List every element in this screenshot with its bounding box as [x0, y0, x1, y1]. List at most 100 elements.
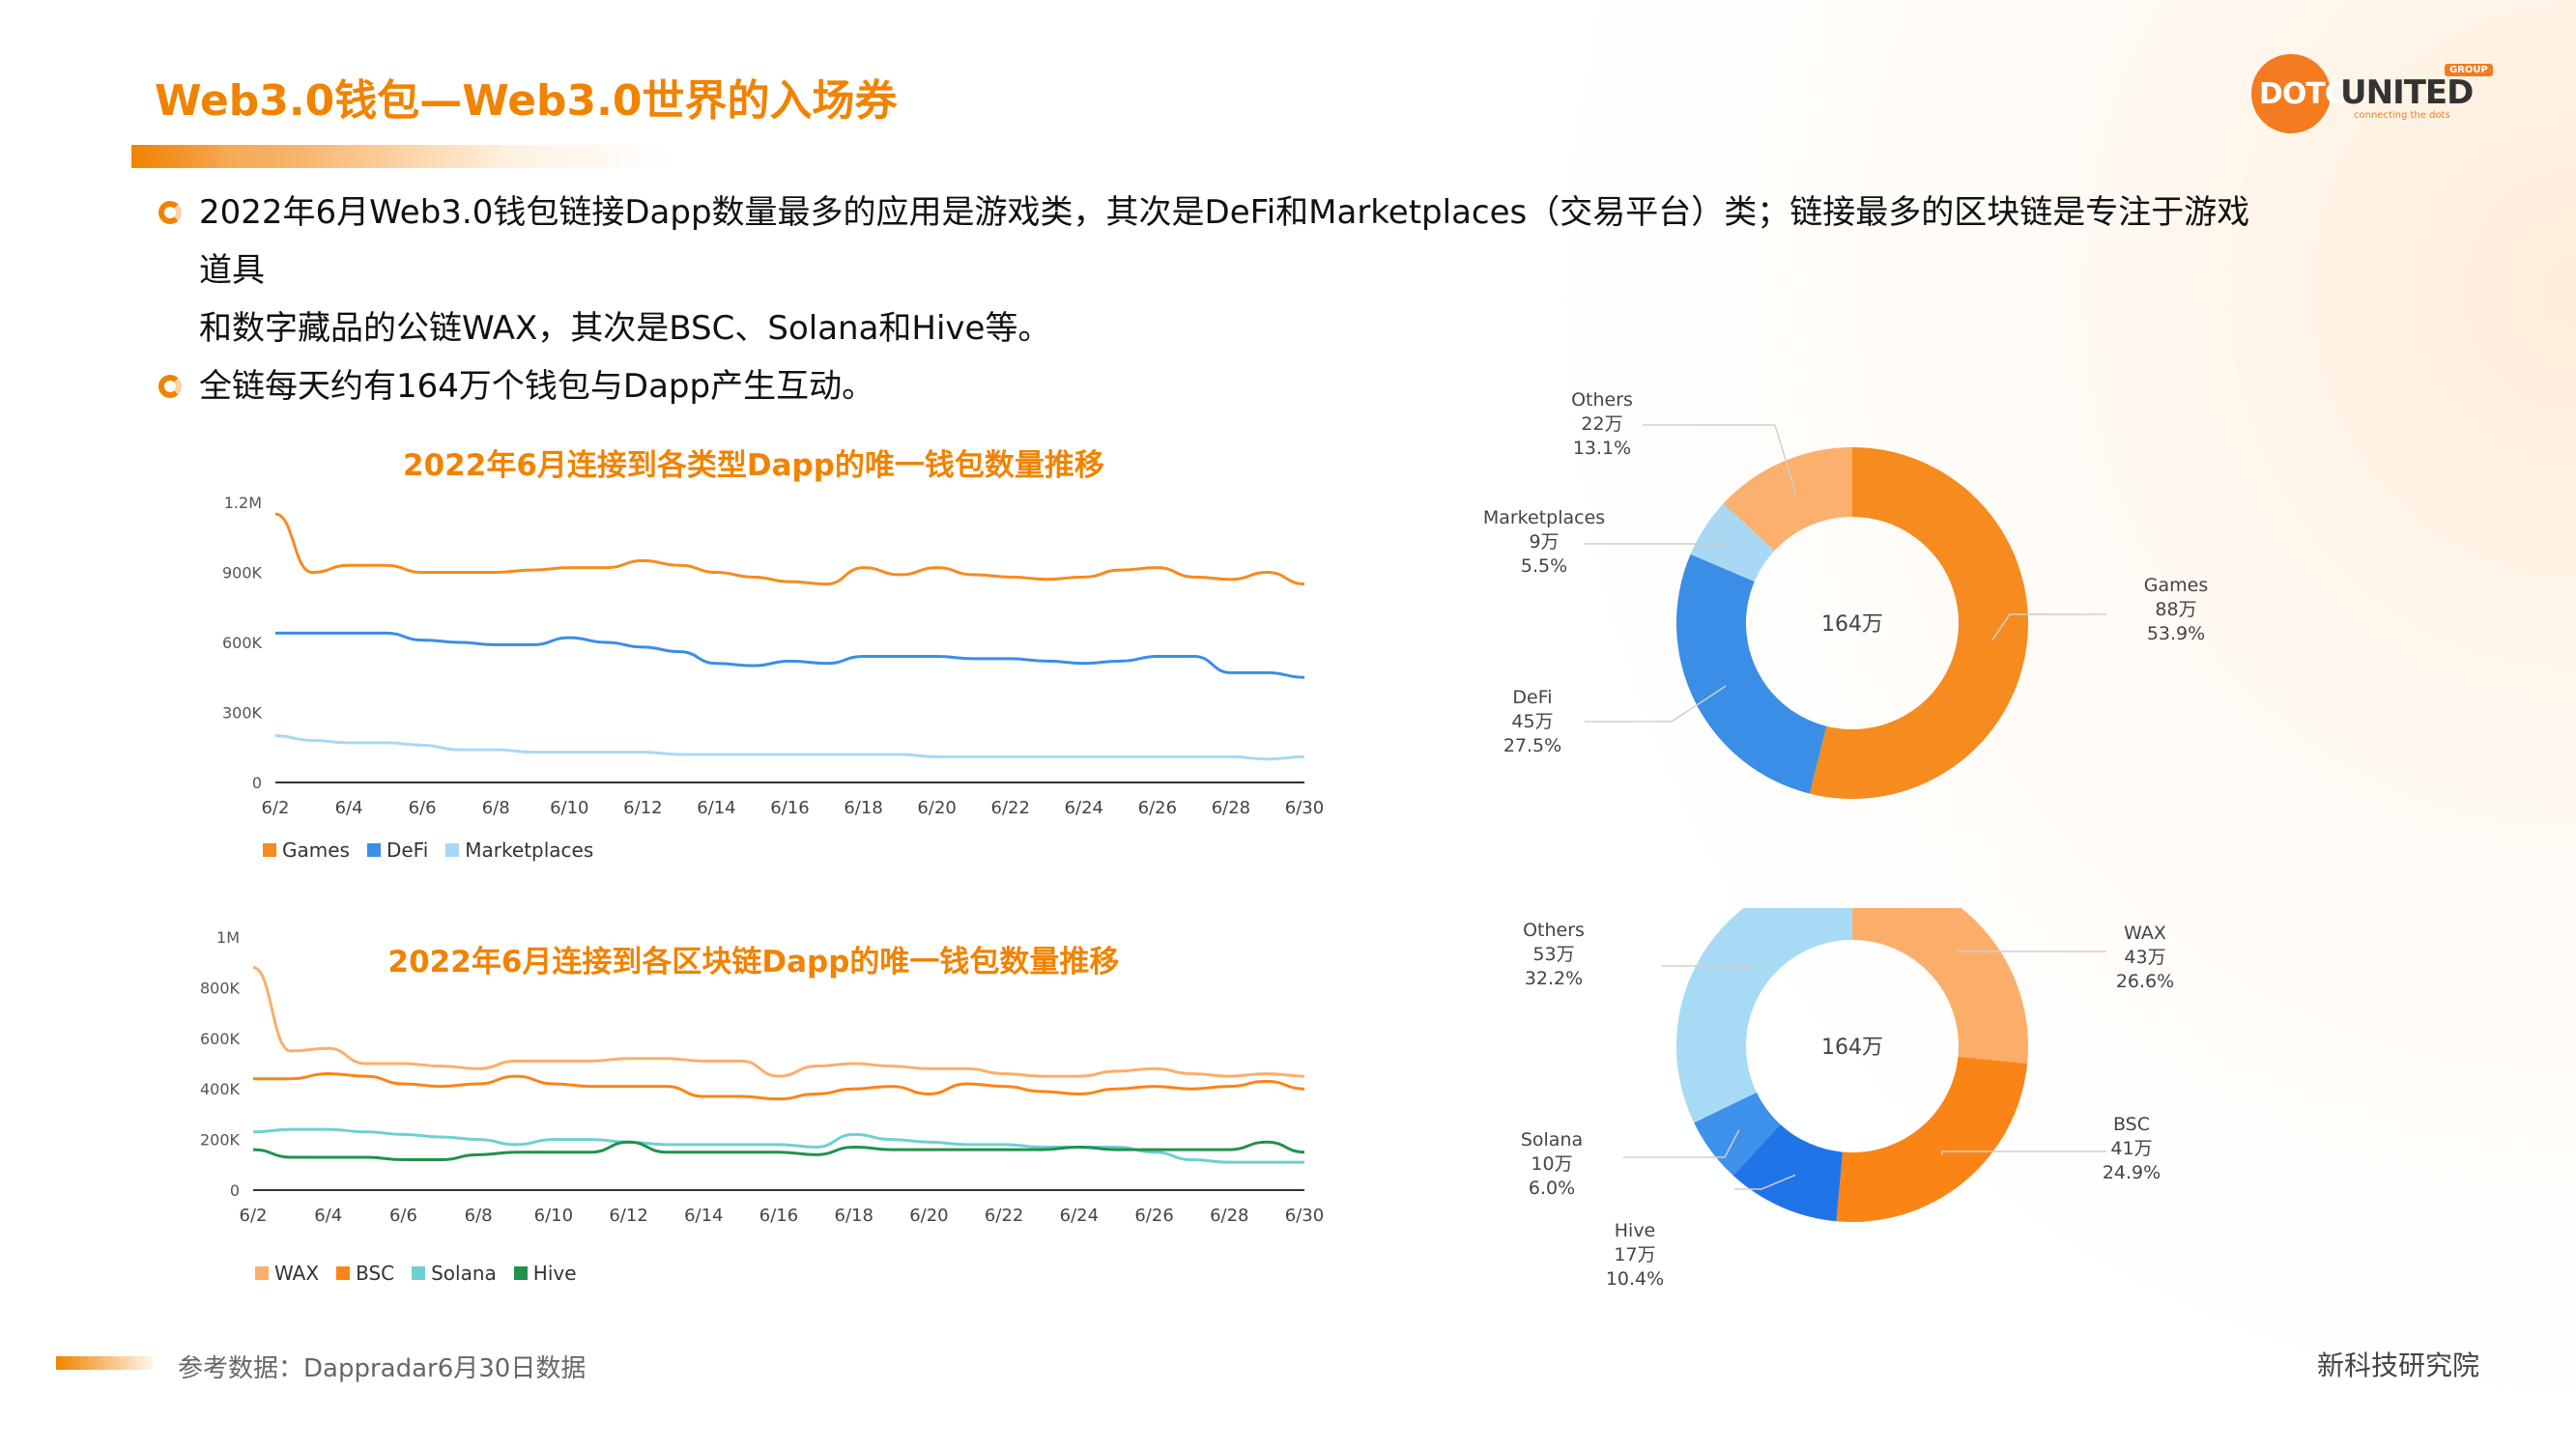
legend-swatch [263, 843, 276, 857]
slice-percent-label: 27.5% [1503, 735, 1561, 756]
bullet-item: 全链每天约有164万个钱包与Dapp产生互动。 [155, 357, 2280, 415]
x-tick-label: 6/16 [770, 798, 809, 818]
donut-slice-marketplaces [1690, 503, 1775, 582]
x-tick-label: 6/28 [1210, 1206, 1248, 1226]
series-line-wax [252, 965, 1305, 1078]
series-line-solana [252, 1127, 1304, 1164]
y-tick-label: 800K [200, 979, 241, 997]
donut-center-label: 164万 [1821, 1036, 1883, 1060]
legend-label: Games [282, 838, 350, 862]
legend-item-solana: Solana [412, 1262, 497, 1285]
x-tick-label: 6/26 [1134, 1206, 1173, 1226]
slice-amount-label: 9万 [1529, 531, 1559, 553]
x-tick-label: 6/10 [534, 1206, 573, 1226]
donut-slice-wax [1852, 908, 2028, 1064]
x-tick-label: 6/24 [1065, 798, 1103, 818]
x-tick-label: 6/8 [482, 798, 510, 818]
x-tick-label: 6/12 [623, 798, 662, 818]
legend-item-marketplaces: Marketplaces [445, 838, 593, 862]
slice-percent-label: 53.9% [2147, 623, 2205, 644]
logo-brand-left: DOTC [2259, 77, 2346, 111]
leader-line [1662, 965, 1755, 973]
leader-line [1585, 543, 1734, 548]
bullet-text: 和数字藏品的公链WAX，其次是BSC、Solana和Hive等。 [199, 309, 1051, 348]
legend-item-hive: Hive [513, 1262, 577, 1285]
leader-line [1991, 613, 2106, 641]
slice-amount-label: 41万 [2110, 1138, 2152, 1159]
x-tick-label: 6/2 [262, 798, 290, 818]
x-tick-label: 6/14 [697, 798, 735, 818]
series-line-bsc [253, 1071, 1305, 1101]
x-tick-label: 6/4 [335, 798, 363, 818]
bullet-ring-icon [158, 375, 182, 398]
donut-slice-others [1676, 908, 1852, 1123]
slice-name-label: Marketplaces [1483, 507, 1605, 528]
line-chart-dapp-types: 0 300K 600K 900K 1.2M 6/2 6/4 6/6 6/8 6/10 6/12 6/1… [222, 494, 1324, 818]
slice-amount-label: 53万 [1532, 944, 1574, 965]
logo-brand-right: UNITED [2340, 73, 2474, 112]
x-tick-label: 6/16 [759, 1206, 798, 1226]
x-tick-label: 6/10 [550, 798, 588, 818]
donut-chart-dapp-types: Games 88万 53.9% DeFi 45万 27.5% Marketplaces 9万5… [1483, 389, 2208, 799]
leader-line [1734, 1174, 1796, 1190]
page-title: Web3.0钱包—Web3.0世界的入场券 [155, 76, 898, 126]
slice-amount-label: 45万 [1511, 711, 1553, 732]
donut-chart-blockchains: WAX 43万 26.6% BSC 41万 24.9% Hive 17万 10.4% Solana… [1521, 908, 2174, 1290]
logo-tagline: connecting the dots [2354, 110, 2450, 121]
y-tick-label: 600K [222, 634, 263, 652]
donut-slice-others [1723, 447, 1852, 552]
x-tick-label: 6/18 [844, 798, 882, 818]
x-tick-label: 6/26 [1138, 798, 1177, 818]
x-tick-label: 6/4 [314, 1206, 342, 1226]
donut-slice-defi [1676, 554, 1827, 794]
legend-label: BSC [356, 1262, 395, 1285]
slice-percent-label: 32.2% [1525, 968, 1583, 989]
x-tick-label: 6/22 [991, 798, 1030, 818]
legend-label: DeFi [386, 838, 429, 862]
x-tick-label: 6/28 [1212, 798, 1250, 818]
legend-label: Solana [431, 1262, 497, 1285]
y-tick-label: 300K [222, 704, 263, 723]
legend-blockchains: WAX BSC Solana Hive [255, 1262, 577, 1285]
slice-name-label: WAX [2124, 923, 2166, 944]
donut-slice-bsc [1836, 1056, 2028, 1222]
slice-amount-label: 10万 [1531, 1153, 1572, 1175]
y-tick-label: 0 [252, 774, 262, 792]
y-tick-label: 0 [230, 1181, 240, 1200]
bullet-item: 2022年6月Web3.0钱包链接Dapp数量最多的应用是游戏类，其次是DeFi… [155, 184, 2280, 299]
x-tick-label: 6/12 [609, 1206, 647, 1226]
x-tick-label: 6/24 [1060, 1206, 1099, 1226]
x-tick-label: 6/18 [835, 1206, 873, 1226]
institute-name: 新科技研究院 [2317, 1350, 2480, 1381]
company-logo: DOTC UNITED GROUP connecting the dots [2251, 54, 2503, 137]
leader-line [1585, 685, 1727, 723]
legend-label: WAX [274, 1262, 320, 1285]
slice-percent-label: 26.6% [2116, 971, 2174, 992]
slice-name-label: Hive [1615, 1220, 1656, 1241]
data-source-note: 参考数据：Dappradar6月30日数据 [178, 1354, 587, 1383]
slice-name-label: Games [2144, 575, 2208, 596]
logo-circle [2251, 54, 2331, 133]
x-tick-label: 6/22 [985, 1206, 1023, 1226]
slice-amount-label: 17万 [1614, 1244, 1655, 1265]
donut-slice-hive [1732, 1123, 1844, 1222]
bullet-ring-icon [158, 201, 182, 224]
summary-bullets: 2022年6月Web3.0钱包链接Dapp数量最多的应用是游戏类，其次是DeFi… [155, 184, 2280, 415]
slice-percent-label: 24.9% [2103, 1162, 2161, 1183]
slice-amount-label: 22万 [1581, 413, 1622, 435]
series-line-hive [252, 1140, 1305, 1162]
x-tick-label: 6/2 [240, 1206, 268, 1226]
legend-swatch [366, 843, 381, 857]
legend-label: Marketplaces [465, 838, 594, 862]
x-tick-label: 6/14 [684, 1206, 723, 1226]
legend-item-games: Games [263, 838, 350, 862]
legend-dapp-types: Games DeFi Marketplaces [263, 838, 593, 862]
y-tick-label: 200K [200, 1131, 241, 1150]
slice-amount-label: 88万 [2155, 599, 2196, 620]
x-tick-label: 6/30 [1285, 1206, 1324, 1226]
bullet-text: 全链每天约有164万个钱包与Dapp产生互动。 [199, 367, 875, 406]
x-tick-label: 6/8 [465, 1206, 493, 1226]
slice-percent-label: 10.4% [1606, 1268, 1664, 1290]
slice-name-label: BSC [2113, 1114, 2150, 1135]
y-tick-label: 600K [200, 1030, 241, 1048]
